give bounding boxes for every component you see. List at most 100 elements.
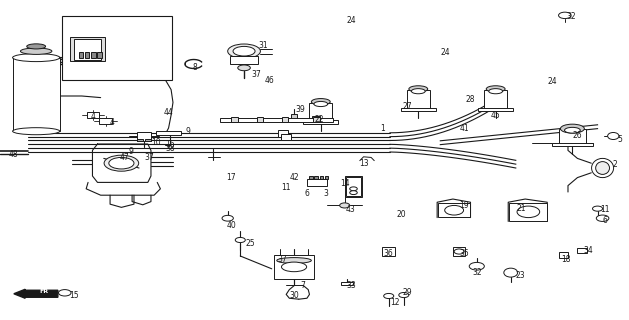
Text: 28: 28 bbox=[465, 95, 476, 104]
Text: 8: 8 bbox=[192, 63, 198, 72]
Circle shape bbox=[559, 12, 571, 19]
Bar bbox=[453, 247, 465, 256]
Bar bbox=[281, 134, 291, 140]
Circle shape bbox=[517, 206, 540, 218]
Bar bbox=[70, 37, 105, 61]
Bar bbox=[156, 131, 181, 135]
Bar bbox=[559, 252, 568, 258]
Ellipse shape bbox=[489, 89, 503, 94]
Circle shape bbox=[593, 206, 603, 211]
Circle shape bbox=[469, 262, 484, 270]
Circle shape bbox=[399, 292, 409, 298]
Circle shape bbox=[58, 290, 71, 296]
Text: 13: 13 bbox=[359, 159, 369, 168]
Text: 7: 7 bbox=[301, 281, 306, 290]
FancyArrow shape bbox=[14, 289, 58, 298]
Ellipse shape bbox=[504, 268, 518, 277]
Text: 9: 9 bbox=[128, 147, 133, 156]
Text: 32: 32 bbox=[472, 268, 482, 277]
Bar bbox=[13, 58, 60, 131]
Ellipse shape bbox=[228, 44, 260, 59]
Text: 26: 26 bbox=[572, 131, 582, 140]
Text: 5: 5 bbox=[617, 135, 622, 144]
Text: 22: 22 bbox=[314, 115, 325, 124]
Bar bbox=[274, 255, 314, 279]
Bar bbox=[87, 112, 99, 118]
Bar bbox=[577, 248, 587, 253]
Ellipse shape bbox=[281, 262, 306, 272]
Text: 32: 32 bbox=[566, 12, 576, 20]
Ellipse shape bbox=[486, 86, 505, 92]
Text: 34: 34 bbox=[583, 246, 593, 255]
Bar bbox=[282, 117, 288, 122]
Text: 44: 44 bbox=[164, 108, 174, 117]
Text: FR: FR bbox=[40, 289, 48, 294]
Text: 41: 41 bbox=[459, 124, 469, 133]
Text: 46: 46 bbox=[264, 76, 274, 85]
Bar bbox=[303, 120, 338, 124]
Bar bbox=[99, 118, 112, 124]
Text: 18: 18 bbox=[561, 255, 571, 264]
Ellipse shape bbox=[596, 162, 610, 174]
Bar bbox=[407, 90, 430, 109]
Bar bbox=[346, 177, 361, 196]
Ellipse shape bbox=[109, 157, 134, 169]
Ellipse shape bbox=[311, 99, 330, 105]
Bar bbox=[325, 176, 328, 179]
Text: 37: 37 bbox=[145, 153, 155, 162]
Text: 48: 48 bbox=[9, 150, 19, 159]
Text: 21: 21 bbox=[516, 204, 526, 212]
Bar bbox=[438, 203, 470, 217]
Bar bbox=[220, 118, 333, 122]
Text: 35: 35 bbox=[459, 249, 469, 258]
Text: 17: 17 bbox=[226, 173, 237, 182]
Bar bbox=[509, 203, 547, 221]
Ellipse shape bbox=[340, 203, 350, 208]
Ellipse shape bbox=[238, 65, 250, 71]
Ellipse shape bbox=[560, 124, 584, 133]
Ellipse shape bbox=[608, 132, 619, 140]
Ellipse shape bbox=[104, 155, 138, 171]
Text: 4: 4 bbox=[109, 118, 114, 127]
Bar bbox=[230, 56, 258, 64]
Bar bbox=[552, 143, 593, 146]
Ellipse shape bbox=[235, 237, 245, 243]
Bar bbox=[97, 52, 102, 58]
Text: 30: 30 bbox=[289, 292, 299, 300]
Bar bbox=[85, 52, 89, 58]
Text: 45: 45 bbox=[491, 111, 501, 120]
Text: 29: 29 bbox=[403, 288, 413, 297]
Text: 2: 2 bbox=[613, 160, 618, 169]
Text: 37: 37 bbox=[252, 70, 262, 79]
Ellipse shape bbox=[565, 127, 580, 133]
Ellipse shape bbox=[411, 89, 425, 94]
Circle shape bbox=[454, 249, 464, 254]
Text: 24: 24 bbox=[346, 16, 356, 25]
Text: 6: 6 bbox=[304, 189, 309, 198]
Bar bbox=[62, 16, 172, 80]
Text: 20: 20 bbox=[396, 210, 406, 219]
Bar bbox=[79, 52, 83, 58]
Bar bbox=[320, 176, 323, 179]
Ellipse shape bbox=[277, 258, 311, 263]
Ellipse shape bbox=[409, 86, 428, 92]
Ellipse shape bbox=[233, 46, 255, 56]
Bar bbox=[231, 117, 238, 122]
Bar bbox=[382, 247, 395, 256]
Circle shape bbox=[596, 215, 609, 221]
Text: 37: 37 bbox=[277, 255, 287, 264]
Text: 31: 31 bbox=[258, 41, 268, 50]
Text: 9: 9 bbox=[185, 127, 190, 136]
Text: 15: 15 bbox=[69, 292, 79, 300]
Text: 11: 11 bbox=[281, 183, 291, 192]
Bar bbox=[257, 117, 263, 122]
Bar bbox=[291, 114, 297, 122]
Circle shape bbox=[350, 191, 357, 195]
Ellipse shape bbox=[222, 215, 233, 221]
Text: 27: 27 bbox=[403, 102, 413, 111]
Text: 38: 38 bbox=[165, 144, 175, 153]
Bar bbox=[145, 139, 151, 141]
Ellipse shape bbox=[591, 158, 614, 178]
Bar bbox=[137, 139, 143, 141]
Text: 14: 14 bbox=[340, 179, 350, 188]
